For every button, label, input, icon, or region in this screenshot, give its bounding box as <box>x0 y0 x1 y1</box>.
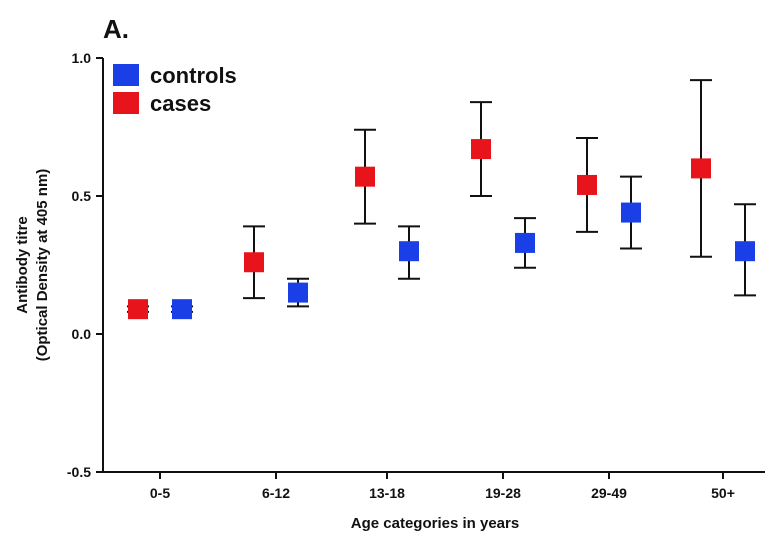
y-axis-title-line2: (Optical Density at 405 nm) <box>34 169 51 362</box>
legend-label-controls: controls <box>150 63 237 88</box>
y-axis-title: Antibody titre (Optical Density at 405 n… <box>14 169 51 362</box>
legend-label-cases: cases <box>150 91 211 116</box>
legend-swatch-controls <box>113 64 139 86</box>
x-tick-label: 13-18 <box>369 485 405 501</box>
panel-label: A. <box>103 14 129 44</box>
x-tick-label: 0-5 <box>150 485 170 501</box>
legend-swatch-cases <box>113 92 139 114</box>
x-ticks: 0-5 6-12 13-18 19-28 29-49 50+ <box>150 472 735 501</box>
y-tick-label: 1.0 <box>72 50 92 66</box>
y-ticks: -0.5 0.0 0.5 1.0 <box>67 50 103 480</box>
y-axis-title-line1: Antibody titre <box>14 216 31 314</box>
point-controls <box>399 241 419 262</box>
point-cases <box>355 166 375 187</box>
point-controls <box>288 282 308 303</box>
point-cases <box>577 174 597 195</box>
y-tick-label: 0.5 <box>72 188 92 204</box>
point-controls <box>621 202 641 223</box>
axes <box>102 58 765 473</box>
point-controls <box>515 232 535 253</box>
point-controls <box>172 299 192 320</box>
point-cases <box>691 158 711 179</box>
x-tick-label: 19-28 <box>485 485 521 501</box>
y-tick-label: -0.5 <box>67 464 91 480</box>
point-cases <box>128 299 148 320</box>
x-tick-label: 29-49 <box>591 485 627 501</box>
x-tick-label: 6-12 <box>262 485 290 501</box>
x-axis-title: Age categories in years <box>351 515 519 532</box>
y-tick-label: 0.0 <box>72 326 92 342</box>
legend: controls cases <box>113 63 237 116</box>
x-tick-label: 50+ <box>711 485 735 501</box>
point-cases <box>471 139 491 160</box>
point-controls <box>735 241 755 262</box>
chart-marks <box>127 79 756 320</box>
point-cases <box>244 252 264 273</box>
